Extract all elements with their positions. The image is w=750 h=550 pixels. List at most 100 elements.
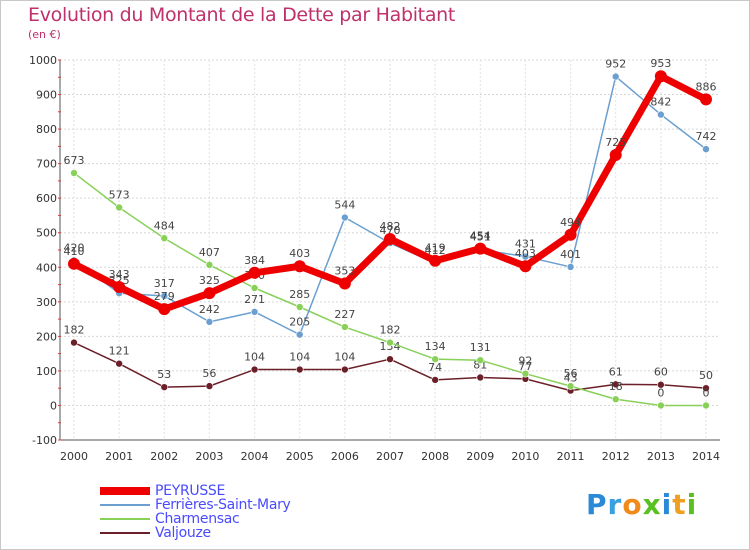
data-point-peyrusse — [338, 277, 351, 290]
y-tick-label: 200 — [36, 330, 57, 343]
y-tick-label: 500 — [36, 227, 57, 240]
data-point-ferrieres-saint-mary — [341, 213, 349, 222]
data-point-valjouze — [295, 365, 304, 374]
data-point-peyrusse — [700, 93, 712, 106]
data-label-peyrusse: 886 — [696, 80, 717, 93]
data-label-charmensac: 131 — [470, 341, 491, 354]
y-tick-label: 0 — [50, 399, 57, 412]
data-point-ferrieres-saint-mary — [566, 263, 575, 271]
data-point-peyrusse — [474, 242, 487, 255]
data-label-ferrieres-saint-mary: 544 — [334, 199, 355, 212]
data-label-ferrieres-saint-mary: 952 — [605, 58, 626, 71]
y-tick-label: 700 — [36, 158, 57, 171]
x-tick-label: 2011 — [557, 450, 585, 463]
data-label-charmensac: 285 — [289, 288, 310, 301]
chart-title: Evolution du Montant de la Dette par Hab… — [28, 4, 456, 26]
data-point-peyrusse — [158, 303, 171, 316]
y-tick-label: -100 — [32, 434, 57, 447]
data-label-valjouze: 77 — [518, 360, 532, 373]
logo-letter: P — [586, 488, 608, 521]
y-tick-label: 300 — [36, 296, 57, 309]
x-tick-label: 2010 — [511, 450, 539, 463]
data-point-valjouze — [657, 380, 665, 389]
data-point-peyrusse — [564, 228, 577, 241]
y-tick-label: 100 — [36, 365, 57, 378]
data-label-valjouze: 50 — [699, 369, 713, 382]
proxiti-logo: Proxiti — [586, 488, 697, 521]
data-label-valjouze: 134 — [380, 340, 401, 353]
legend-label: Ferrières-Saint-Mary — [155, 497, 291, 513]
legend-swatch — [100, 532, 150, 534]
x-tick-label: 2008 — [421, 450, 449, 463]
legend-swatch — [100, 487, 150, 495]
data-point-ferrieres-saint-mary — [611, 72, 620, 81]
data-label-charmensac: 673 — [64, 154, 85, 167]
data-point-peyrusse — [68, 257, 80, 270]
x-tick-label: 2001 — [105, 450, 133, 463]
data-point-valjouze — [611, 380, 620, 389]
data-point-ferrieres-saint-mary — [205, 318, 214, 326]
legend-label: PEYRUSSE — [155, 483, 226, 499]
x-tick-label: 2006 — [331, 450, 359, 463]
logo-letter: r — [607, 488, 623, 521]
data-point-valjouze — [341, 365, 349, 374]
data-point-valjouze — [386, 355, 394, 363]
logo-letter: x — [642, 488, 662, 521]
data-point-charmensac — [476, 356, 485, 365]
legend-item: Ferrières-Saint-Mary — [100, 497, 360, 513]
y-tick-label: 600 — [36, 192, 57, 205]
y-tick-label: 400 — [36, 261, 57, 274]
data-point-valjouze — [70, 338, 78, 347]
data-point-charmensac — [521, 369, 530, 378]
data-label-valjouze: 60 — [654, 366, 668, 379]
data-label-peyrusse: 403 — [515, 247, 536, 260]
x-tick-label: 2014 — [692, 450, 720, 463]
data-point-valjouze — [205, 382, 214, 390]
data-label-peyrusse: 325 — [199, 274, 220, 287]
data-label-valjouze: 53 — [157, 368, 171, 381]
data-label-valjouze: 43 — [564, 372, 578, 385]
data-label-peyrusse: 953 — [650, 57, 671, 70]
data-point-peyrusse — [248, 266, 261, 279]
data-point-charmensac — [205, 261, 214, 269]
y-tick-label: 1000 — [29, 54, 57, 67]
x-tick-label: 2009 — [466, 450, 494, 463]
data-label-valjouze: 104 — [289, 351, 310, 364]
data-point-peyrusse — [384, 232, 396, 245]
logo-letter: i — [661, 488, 673, 521]
data-point-peyrusse — [203, 287, 216, 300]
x-tick-label: 2002 — [150, 450, 178, 463]
x-tick-label: 2003 — [195, 450, 223, 463]
data-point-ferrieres-saint-mary — [657, 110, 665, 119]
data-label-ferrieres-saint-mary: 317 — [154, 277, 175, 290]
data-point-ferrieres-saint-mary — [250, 308, 259, 316]
legend-label: Valjouze — [155, 525, 211, 541]
data-label-charmensac: 134 — [425, 340, 446, 353]
data-label-ferrieres-saint-mary: 242 — [199, 303, 220, 316]
data-point-ferrieres-saint-mary — [295, 330, 304, 339]
y-tick-label: 900 — [36, 89, 57, 102]
data-label-peyrusse: 725 — [605, 136, 626, 149]
data-label-ferrieres-saint-mary: 742 — [696, 130, 717, 143]
data-label-peyrusse: 353 — [334, 265, 355, 278]
data-point-charmensac — [115, 203, 123, 212]
logo-letter: i — [686, 488, 698, 521]
data-point-charmensac — [611, 395, 620, 404]
legend-item: Valjouze — [100, 525, 360, 541]
x-tick-label: 2000 — [60, 450, 88, 463]
data-label-charmensac: 0 — [703, 386, 710, 399]
data-label-charmensac: 407 — [199, 246, 220, 259]
data-label-ferrieres-saint-mary: 420 — [64, 241, 85, 254]
data-label-valjouze: 56 — [202, 367, 216, 380]
data-point-charmensac — [250, 284, 259, 292]
legend-swatch — [100, 504, 150, 506]
legend-item: PEYRUSSE — [100, 483, 360, 499]
data-label-peyrusse: 410 — [64, 245, 85, 258]
data-label-ferrieres-saint-mary: 451 — [470, 231, 491, 244]
data-label-ferrieres-saint-mary: 271 — [244, 293, 265, 306]
x-tick-label: 2013 — [647, 450, 675, 463]
data-label-peyrusse: 384 — [244, 254, 265, 267]
data-label-charmensac: 227 — [334, 308, 355, 321]
data-point-charmensac — [566, 382, 575, 390]
